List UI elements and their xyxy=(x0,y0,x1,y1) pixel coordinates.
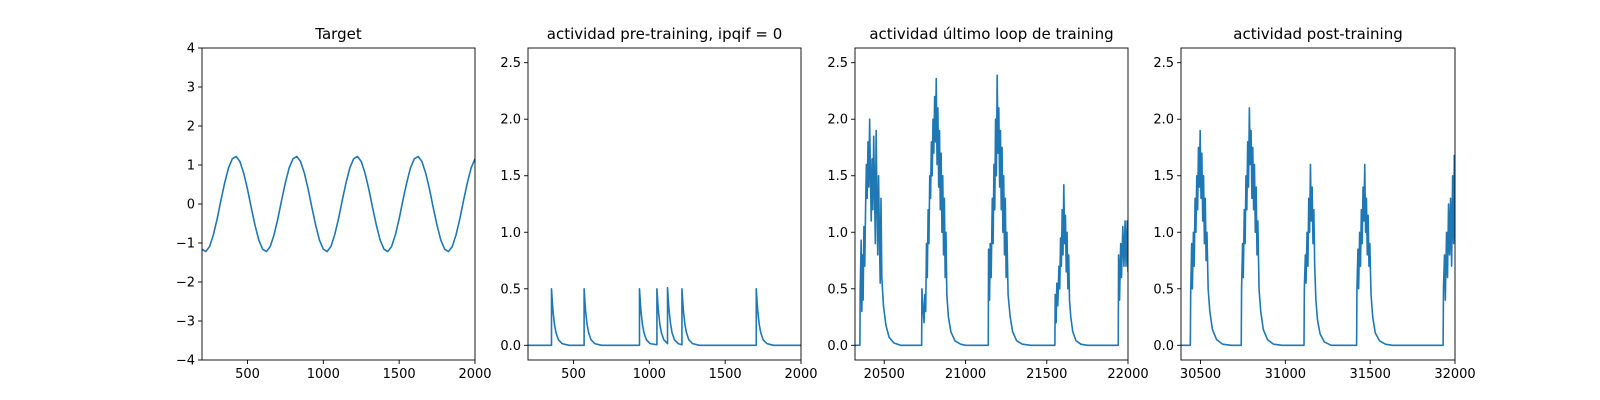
y-tick-label: −1 xyxy=(176,237,195,252)
y-tick-label: 1.5 xyxy=(1153,169,1174,184)
x-tick-label: 21500 xyxy=(1026,367,1067,382)
axes-frame xyxy=(1180,47,1456,361)
y-tick-label: 0.0 xyxy=(827,339,848,354)
y-tick-label: 2.5 xyxy=(500,56,521,71)
x-tick-label: 1000 xyxy=(633,367,666,382)
y-tick-label: 1.0 xyxy=(1153,226,1174,241)
y-tick-label: −2 xyxy=(176,276,195,291)
x-tick-label: 500 xyxy=(561,367,586,382)
y-tick-label: 0.5 xyxy=(827,282,848,297)
x-tick-label: 2000 xyxy=(458,367,491,382)
x-tick-label: 2000 xyxy=(784,367,817,382)
x-tick-label: 1500 xyxy=(709,367,742,382)
y-tick-label: −4 xyxy=(176,354,195,369)
y-tick-label: 2 xyxy=(187,120,195,135)
y-tick-label: 2.5 xyxy=(827,56,848,71)
y-tick-label: 4 xyxy=(187,42,195,57)
subplot-title: actividad pre-training, ipqif = 0 xyxy=(547,25,783,43)
x-tick-label: 30500 xyxy=(1180,367,1221,382)
y-tick-label: 0.0 xyxy=(1153,339,1174,354)
y-tick-label: 1 xyxy=(187,159,195,174)
y-tick-label: 1.5 xyxy=(827,169,848,184)
data-line xyxy=(528,286,801,347)
x-tick-label: 500 xyxy=(235,367,260,382)
subplot: 30500 31000 31500 32000 0.0 0.5 1.0 1.5 2.0 2.5 ac… xyxy=(1153,25,1475,382)
x-tick-label: 22000 xyxy=(1107,367,1148,382)
data-line xyxy=(855,74,1128,347)
y-tick-label: 1.0 xyxy=(500,226,521,241)
subplot-title: Target xyxy=(314,25,362,43)
y-tick-label: 3 xyxy=(187,81,195,96)
subplot: 500 1000 1500 2000 −4 −3 −2 −1 0 1 2 3 4 Target xyxy=(176,25,492,382)
y-tick-label: −3 xyxy=(176,315,195,330)
y-tick-label: 2.0 xyxy=(500,113,521,128)
y-tick-label: 0.5 xyxy=(1153,282,1174,297)
subplot-title: actividad último loop de training xyxy=(869,25,1113,43)
y-tick-label: 0.5 xyxy=(500,282,521,297)
subplot: 500 1000 1500 2000 0.0 0.5 1.0 1.5 2.0 2.5 activid… xyxy=(500,25,817,382)
y-tick-label: 0 xyxy=(187,198,195,213)
x-tick-label: 32000 xyxy=(1434,367,1475,382)
x-tick-label: 1000 xyxy=(307,367,340,382)
subplot: 20500 21000 21500 22000 0.0 0.5 1.0 1.5 2.0 2.5 ac… xyxy=(827,25,1148,382)
y-tick-label: 2.5 xyxy=(1153,56,1174,71)
x-tick-label: 20500 xyxy=(864,367,905,382)
x-tick-label: 31500 xyxy=(1349,367,1390,382)
data-line xyxy=(202,155,475,253)
y-tick-label: 1.5 xyxy=(500,169,521,184)
axes-frame xyxy=(854,47,1129,361)
y-tick-label: 2.0 xyxy=(827,113,848,128)
data-line xyxy=(1181,107,1455,347)
x-tick-label: 21000 xyxy=(945,367,986,382)
y-tick-label: 2.0 xyxy=(1153,113,1174,128)
y-tick-label: 0.0 xyxy=(500,339,521,354)
x-tick-label: 31000 xyxy=(1265,367,1306,382)
axes-frame xyxy=(527,47,802,361)
subplot-title: actividad post-training xyxy=(1233,25,1402,43)
y-tick-label: 1.0 xyxy=(827,226,848,241)
x-tick-label: 1500 xyxy=(383,367,416,382)
